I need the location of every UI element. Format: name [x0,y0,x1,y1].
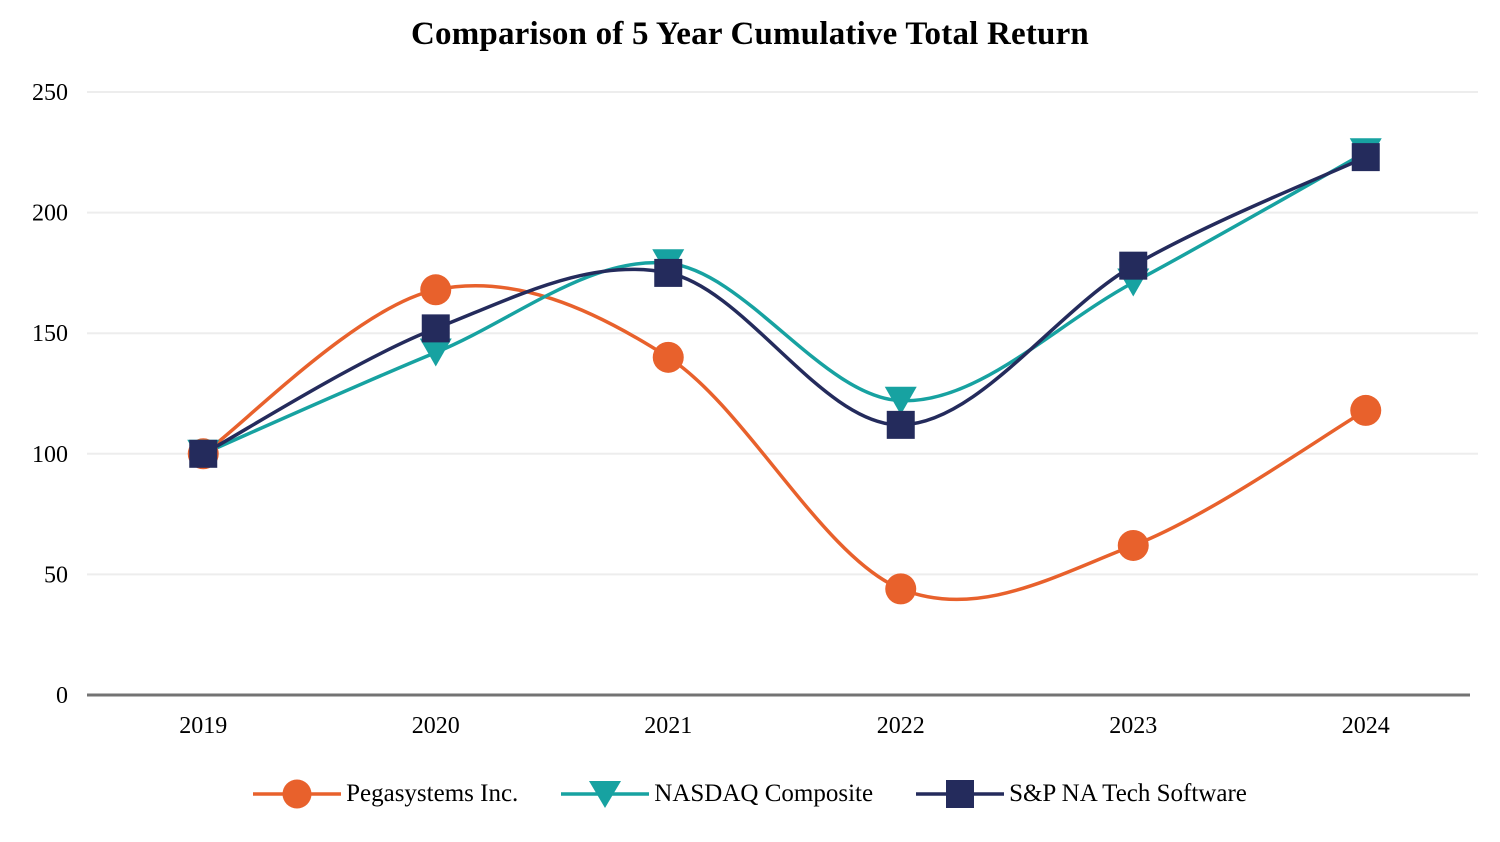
marker-pegasystems-inc-2024 [1350,394,1382,426]
legend-item-nasdaq: NASDAQ Composite [561,776,873,812]
y-tick-label-50: 50 [44,562,68,588]
x-tick-label-2023: 2023 [1109,713,1157,739]
y-tick-label-150: 150 [32,321,68,347]
marker-pegasystems-inc-2020 [420,274,452,306]
legend-marker-square [916,780,1005,808]
y-tick-label-200: 200 [32,201,68,227]
marker-nasdaq-composite-2022 [884,386,917,415]
marker-nasdaq-composite-2020 [419,338,452,367]
marker-pegasystems-inc-2022 [885,573,917,605]
legend-label-pegasystems: Pegasystems Inc. [346,780,519,807]
legend-item-sp-tech: S&P NA Tech Software [916,776,1247,812]
marker-s-p-na-tech-software-2022 [886,410,915,439]
x-tick-label-2020: 2020 [412,713,460,739]
x-tick-label-2022: 2022 [877,713,925,739]
marker-s-p-na-tech-software-2019 [189,439,218,468]
marker-pegasystems-inc-2023 [1117,529,1149,561]
legend-label-nasdaq: NASDAQ Composite [654,780,874,807]
x-tick-label-2021: 2021 [644,713,692,739]
marker-s-p-na-tech-software-2020 [421,314,450,343]
marker-s-p-na-tech-software-2024 [1351,143,1380,172]
series-line-pegasystems-inc [202,284,1367,602]
legend-marker-triangle-down [561,781,650,808]
x-tick-label-2019: 2019 [179,713,227,739]
legend-marker-circle [253,779,342,809]
y-tick-label-0: 0 [56,683,68,709]
marker-pegasystems-inc-2021 [652,341,684,373]
chart-legend: Pegasystems Inc. NASDAQ Composite S&P NA… [0,776,1500,812]
marker-s-p-na-tech-software-2023 [1119,251,1148,280]
x-tick-label-2024: 2024 [1342,713,1390,739]
y-tick-label-250: 250 [32,80,68,106]
chart-title: Comparison of 5 Year Cumulative Total Re… [411,16,1089,52]
y-tick-label-100: 100 [32,442,68,468]
legend-item-pegasystems: Pegasystems Inc. [253,776,518,812]
marker-s-p-na-tech-software-2021 [654,258,683,287]
legend-label-sp-tech: S&P NA Tech Software [1009,780,1247,807]
series-line-nasdaq-composite [202,150,1367,456]
series-line-s-p-na-tech-software [202,155,1367,456]
